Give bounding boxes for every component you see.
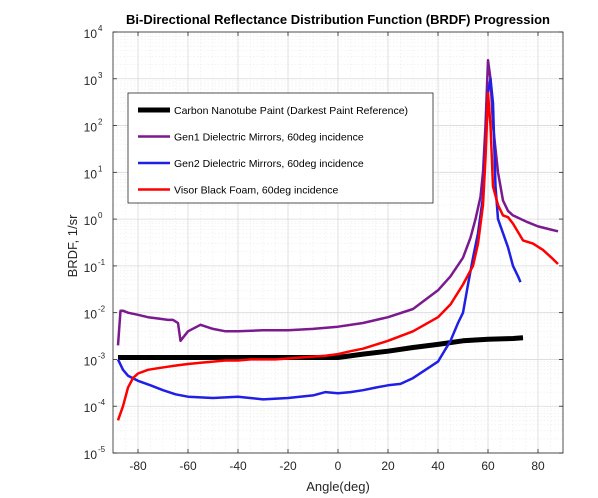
x-tick-label: -20 <box>279 459 297 473</box>
y-tick-exponent: -4 <box>98 398 106 407</box>
chart-title: Bi-Directional Reflectance Distribution … <box>126 12 550 27</box>
y-tick-exponent: 4 <box>98 24 103 33</box>
y-tick-label: 10 <box>84 448 98 462</box>
y-tick-exponent: 0 <box>98 211 103 220</box>
y-tick-exponent: 3 <box>98 71 103 80</box>
x-tick-label: -40 <box>229 459 247 473</box>
series-line-1 <box>118 335 524 360</box>
y-tick-label: 10 <box>84 308 98 322</box>
legend: Carbon Nanotube Paint (Darkest Paint Ref… <box>127 92 434 204</box>
x-tick-label: -80 <box>129 459 147 473</box>
legend-box <box>127 92 434 204</box>
series-line-2 <box>116 58 559 346</box>
y-axis-title: BRDF, 1/sr <box>65 214 80 278</box>
x-tick-label: 40 <box>431 459 445 473</box>
y-tick-label: 10 <box>84 261 98 275</box>
y-tick-label: 10 <box>84 167 98 181</box>
series-line-4 <box>116 91 559 421</box>
y-tick-label: 10 <box>84 74 98 88</box>
series-line-3 <box>116 77 522 401</box>
y-tick-exponent: 1 <box>98 164 103 173</box>
y-tick-label: 10 <box>84 27 98 41</box>
y-tick-label: 10 <box>84 354 98 368</box>
y-tick-exponent: -2 <box>98 305 106 314</box>
x-tick-label: 0 <box>335 459 342 473</box>
x-axis-title: Angle(deg) <box>306 479 370 494</box>
y-tick-exponent: -5 <box>98 445 106 454</box>
y-tick-label: 10 <box>84 214 98 228</box>
x-tick-label: 60 <box>481 459 495 473</box>
y-tick-exponent: 2 <box>98 118 103 127</box>
legend-label-3: Gen2 Dielectric Mirrors, 60deg incidence <box>174 158 364 170</box>
y-tick-exponent: -3 <box>98 351 106 360</box>
x-tick-label: 20 <box>381 459 395 473</box>
x-tick-label: -60 <box>179 459 197 473</box>
x-tick-label: 80 <box>531 459 545 473</box>
legend-label-1: Carbon Nanotube Paint (Darkest Paint Ref… <box>174 105 408 117</box>
legend-label-4: Visor Black Foam, 60deg incidence <box>174 185 339 197</box>
y-tick-label: 10 <box>84 121 98 135</box>
y-tick-label: 10 <box>84 401 98 415</box>
legend-label-2: Gen1 Dielectric Mirrors, 60deg incidence <box>174 132 364 144</box>
y-tick-exponent: -1 <box>98 258 106 267</box>
